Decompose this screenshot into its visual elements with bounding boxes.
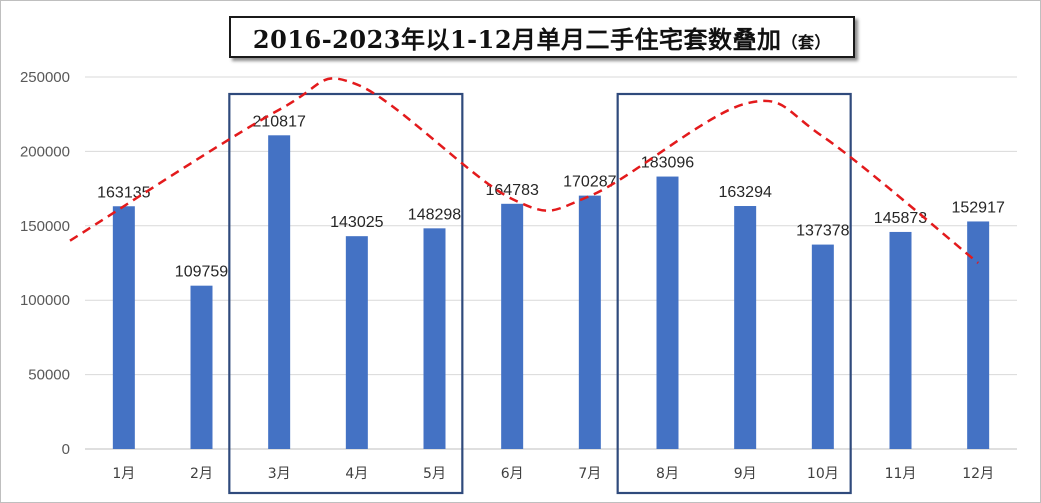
x-category-label: 7月 — [578, 466, 601, 482]
data-label: 143025 — [330, 214, 383, 231]
data-label: 170287 — [563, 174, 616, 191]
chart-title: 2016-2023年以1-12月单月二手住宅套数叠加（套） — [252, 24, 832, 54]
data-label: 109759 — [175, 264, 228, 281]
x-category-label: 6月 — [501, 466, 524, 482]
data-label: 148298 — [408, 206, 461, 223]
data-label: 137378 — [796, 223, 849, 240]
bar — [190, 285, 213, 449]
bar — [345, 236, 368, 449]
data-label: 152917 — [951, 199, 1004, 216]
bar — [268, 135, 291, 449]
data-labels: 163135 109759 210817 143025 148298 164783 1702… — [97, 113, 1005, 280]
data-label: 210817 — [252, 113, 305, 130]
x-category-label: 11月 — [885, 466, 917, 482]
data-label: 163294 — [718, 184, 771, 201]
x-category-label: 5月 — [423, 466, 446, 482]
chart-title-unit: （套） — [781, 32, 832, 52]
y-axis-ticks: 0 50000 100000 150000 200000 250000 — [20, 69, 70, 458]
y-tick-label: 100000 — [20, 292, 70, 309]
bar — [578, 195, 601, 449]
bar — [656, 176, 679, 449]
x-category-label: 2月 — [190, 466, 213, 482]
trend-line — [69, 77, 979, 264]
bar — [811, 244, 834, 449]
trend-curve — [69, 77, 979, 264]
y-tick-label: 200000 — [20, 143, 70, 160]
x-category-label: 12月 — [962, 466, 994, 482]
y-tick-label: 0 — [62, 441, 70, 458]
x-category-label: 4月 — [345, 466, 368, 482]
highlight-box — [616, 92, 852, 495]
y-tick-label: 150000 — [20, 218, 70, 235]
gridlines — [85, 76, 1017, 450]
x-category-label: 8月 — [656, 466, 679, 482]
highlight-boxes — [228, 92, 852, 495]
highlight-box — [228, 92, 464, 495]
data-label: 164783 — [485, 182, 538, 199]
bar — [889, 231, 912, 449]
bar — [967, 221, 990, 449]
x-category-label: 10月 — [807, 466, 839, 482]
bar — [423, 228, 446, 449]
bar — [734, 206, 757, 449]
bars — [112, 135, 990, 449]
x-axis-categories: 1月 2月 3月 4月 5月 6月 7月 8月 9月 10月 11月 12月 — [112, 466, 994, 482]
bar — [112, 206, 135, 449]
chart-title-box: 2016-2023年以1-12月单月二手住宅套数叠加（套） — [229, 16, 855, 58]
y-tick-label: 250000 — [20, 69, 70, 86]
x-category-label: 3月 — [268, 466, 291, 482]
data-label: 145873 — [874, 210, 927, 227]
data-label: 163135 — [97, 184, 150, 201]
x-category-label: 1月 — [112, 466, 135, 482]
y-tick-label: 50000 — [28, 367, 70, 384]
x-category-label: 9月 — [734, 466, 757, 482]
bar — [501, 203, 524, 449]
data-label: 183096 — [641, 155, 694, 172]
